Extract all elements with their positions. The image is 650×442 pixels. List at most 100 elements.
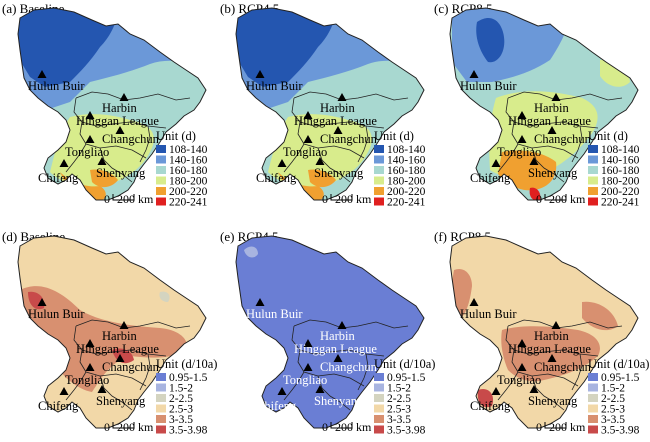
value-zone (476, 17, 505, 63)
value-zone (268, 114, 372, 188)
city-marker-icon (469, 298, 479, 306)
city-marker-icon (529, 157, 539, 165)
scale-line (544, 422, 567, 429)
legend-swatch (374, 394, 384, 402)
legend-label: 200-220 (169, 186, 208, 198)
legend-swatch (588, 176, 598, 185)
legend-swatch (374, 145, 384, 153)
city-label: Tongliao (283, 145, 327, 159)
admin-boundary (65, 371, 87, 401)
city-marker-icon (255, 70, 265, 78)
legend-swatch (374, 197, 384, 206)
admin-boundary (291, 97, 385, 129)
city-label: Hinggan League (508, 114, 591, 128)
city-marker-icon (469, 70, 479, 78)
legend-title: Unit (d/10a) (374, 357, 435, 371)
admin-boundary (139, 125, 151, 163)
region-outline (235, 235, 425, 429)
value-zone (50, 114, 154, 188)
city-marker-icon (119, 93, 129, 101)
scale-distance: 200 km (549, 192, 586, 206)
admin-boundary (99, 375, 133, 411)
legend-label: 0.95-1.5 (387, 372, 426, 384)
legend-swatch (588, 197, 598, 206)
city-marker-icon (517, 363, 527, 371)
legend-label: 180-200 (169, 176, 208, 188)
city-marker-icon (303, 339, 313, 347)
city-marker-icon (37, 70, 47, 78)
city-label: Shenyang (96, 394, 146, 408)
city-label: Harbin (320, 101, 355, 115)
city-label: Harbin (102, 101, 137, 115)
value-zone (159, 291, 170, 302)
admin-boundary (571, 353, 583, 391)
region-outline (235, 7, 425, 201)
scale-distance: 200 km (117, 420, 154, 434)
legend-label: 3-3.5 (601, 414, 625, 426)
admin-boundary (507, 91, 623, 101)
city-label: Chifeng (470, 399, 511, 413)
legend-label: 220-241 (169, 197, 208, 209)
city-label: Harbin (534, 101, 569, 115)
city-marker-icon (333, 126, 343, 134)
admin-boundary (571, 125, 583, 163)
city-label: Chifeng (38, 171, 79, 185)
legend-swatch (588, 373, 598, 381)
city-marker-icon (115, 354, 125, 362)
value-zone (244, 246, 258, 258)
admin-boundary (291, 325, 385, 357)
admin-boundary (73, 97, 167, 129)
legend-label: 108-140 (601, 144, 640, 156)
admin-boundary (505, 97, 599, 129)
city-label: Hulun Buir (246, 307, 303, 321)
scale-bar: 0 200 km (536, 192, 586, 206)
legend-swatch (374, 415, 384, 423)
city-marker-icon (85, 339, 95, 347)
city-marker-icon (315, 157, 325, 165)
legend-label: 1.5-2 (387, 383, 411, 395)
admin-boundary (531, 375, 565, 411)
city-marker-icon (517, 111, 527, 119)
city-label: Chifeng (256, 399, 297, 413)
legend-label: 2-2.5 (387, 393, 411, 405)
city-label: Tongliao (65, 145, 109, 159)
scale-zero: 0 (104, 420, 110, 434)
scale-line (544, 194, 567, 201)
legend-swatch (156, 425, 166, 434)
city-marker-icon (547, 126, 557, 134)
city-label: Shenyang (528, 166, 578, 180)
city-marker-icon (303, 363, 313, 371)
legend-swatch (156, 166, 166, 174)
scale-zero: 0 (322, 192, 328, 206)
legend-label: 3-3.5 (169, 414, 193, 426)
legend-swatch (588, 145, 598, 153)
city-marker-icon (337, 93, 347, 101)
legend-swatch (156, 373, 166, 381)
city-label: Tongliao (65, 373, 109, 387)
legend: Unit (d/10a)0.95-1.51.5-22-2.52.5-33-3.5… (156, 357, 217, 437)
legend-swatch (156, 187, 166, 195)
value-zone (501, 326, 600, 382)
legend-label: 3-3.5 (387, 414, 411, 426)
legend-swatch (156, 197, 166, 206)
region-outline (17, 235, 207, 429)
city-label: Chifeng (256, 171, 297, 185)
scale-distance: 200 km (117, 192, 154, 206)
value-zone (529, 187, 541, 200)
city-marker-icon (551, 93, 561, 101)
scale-zero: 0 (104, 192, 110, 206)
legend-swatch (374, 425, 384, 434)
city-label: Hulun Buir (28, 79, 85, 93)
legend-swatch (374, 187, 384, 195)
legend: Unit (d/10a)0.95-1.51.5-22-2.52.5-33-3.5… (588, 357, 649, 437)
legend-swatch (156, 394, 166, 402)
city-marker-icon (85, 363, 95, 371)
city-marker-icon (85, 135, 95, 143)
scale-bar: 0 200 km (322, 192, 372, 206)
city-marker-icon (37, 298, 47, 306)
legend-swatch (374, 404, 384, 413)
legend-label: 180-200 (601, 176, 640, 188)
